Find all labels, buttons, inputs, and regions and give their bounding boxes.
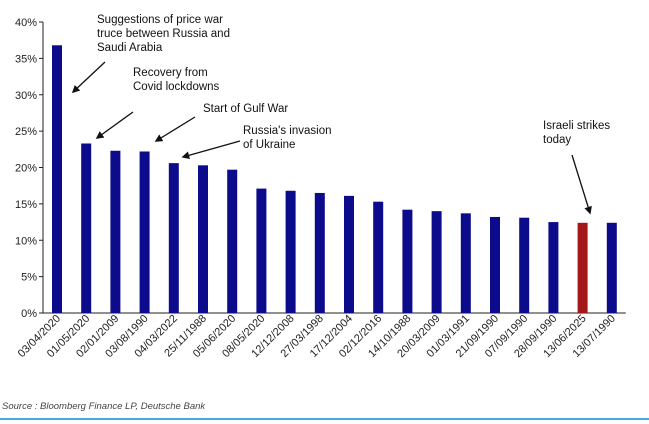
annotation-text: Israeli strikes (543, 120, 610, 132)
annotation-text: Suggestions of price war (97, 14, 223, 26)
annotation-text: Covid lockdowns (133, 81, 220, 93)
bar (285, 190, 296, 313)
y-tick-label: 15% (15, 199, 37, 211)
annotation-text: Russia's invasion (243, 125, 332, 137)
bar (548, 222, 559, 313)
annotation-arrow (571, 154, 592, 215)
bar (81, 143, 92, 313)
annotation-text: today (543, 134, 571, 146)
bar (52, 45, 62, 313)
bar (460, 213, 471, 313)
bar (606, 222, 617, 313)
footer-divider (0, 418, 649, 420)
y-tick-label: 35% (15, 53, 37, 65)
y-tick-label: 30% (15, 90, 37, 102)
annotation-text: Recovery from (133, 67, 208, 79)
y-tick-label: 10% (15, 235, 37, 247)
annotation-text: truce between Russia and (97, 28, 230, 40)
bar (314, 192, 325, 313)
bar (577, 222, 588, 313)
y-tick-label: 20% (15, 163, 37, 175)
y-tick-label: 5% (21, 272, 37, 284)
bar (256, 188, 267, 313)
bar-chart: 0%5%10%15%20%25%30%35%40%03/04/202001/05… (15, 14, 626, 360)
annotation-text: of Ukraine (243, 139, 295, 151)
bar (168, 163, 179, 313)
bar (490, 216, 500, 313)
source-note: Source : Bloomberg Finance LP, Deutsche … (2, 401, 206, 412)
bar (139, 151, 150, 313)
bar (110, 150, 121, 313)
annotation-arrow (71, 61, 106, 94)
bar (198, 165, 208, 313)
annotation-text: Saudi Arabia (97, 42, 163, 54)
bar (373, 201, 384, 313)
y-tick-label: 40% (15, 17, 37, 29)
bar (402, 209, 413, 313)
annotation-arrow (95, 111, 134, 139)
y-tick-label: 25% (15, 126, 37, 138)
bar (344, 195, 354, 313)
annotation-arrow (154, 116, 196, 142)
y-tick-label: 0% (21, 308, 37, 320)
annotation-arrow (181, 140, 241, 160)
bar (227, 169, 238, 313)
bar (431, 211, 442, 313)
annotation-text: Start of Gulf War (203, 103, 288, 115)
bar (519, 217, 530, 313)
